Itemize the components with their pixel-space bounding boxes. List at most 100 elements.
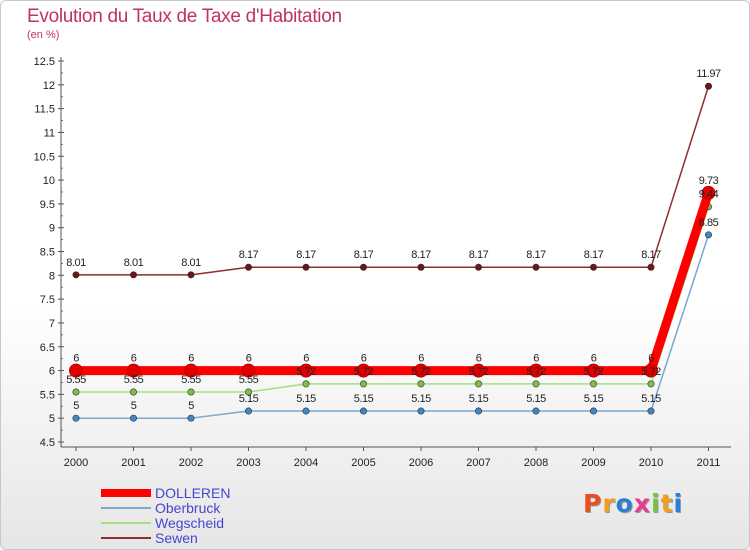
y-tick-label: 12.5 xyxy=(34,56,55,68)
data-label-wegscheid: 5.55 xyxy=(124,374,144,386)
data-label-sewen: 8.01 xyxy=(181,257,201,269)
data-label-wegscheid: 5.55 xyxy=(66,374,86,386)
y-tick-label: 11.5 xyxy=(34,104,55,116)
legend-item-oberbruck: Oberbruck xyxy=(101,500,230,515)
y-tick-label: 8 xyxy=(49,270,55,282)
data-point-wegscheid xyxy=(302,380,310,388)
data-point-dolleren xyxy=(299,363,313,378)
data-label-wegscheid: 5.72 xyxy=(411,366,431,378)
legend-label: DOLLEREN xyxy=(155,484,231,501)
data-point-dolleren xyxy=(241,363,256,378)
data-point-sewen xyxy=(130,271,138,279)
data-point-oberbruck xyxy=(589,407,597,415)
y-tick-label: 9.5 xyxy=(40,199,55,211)
legend: DOLLEREN Oberbruck Wegscheid Sewen xyxy=(101,485,230,545)
legend-label: Oberbruck xyxy=(155,499,221,516)
series-line-dolleren xyxy=(71,188,713,376)
data-point-wegscheid xyxy=(589,380,597,388)
data-label-oberbruck: 5.15 xyxy=(469,393,489,405)
data-point-wegscheid xyxy=(245,388,253,396)
x-tick-label: 2000 xyxy=(64,457,88,469)
y-tick-label: 4.5 xyxy=(40,437,55,449)
data-label-sewen: 8.17 xyxy=(584,249,604,261)
data-point-oberbruck xyxy=(532,407,540,415)
y-tick-label: 8.5 xyxy=(40,247,55,259)
data-point-dolleren xyxy=(414,363,428,378)
data-point-wegscheid xyxy=(417,380,425,388)
y-tick-label: 12 xyxy=(43,80,55,92)
legend-label: Wegscheid xyxy=(155,514,225,531)
data-point-oberbruck xyxy=(417,407,425,415)
data-point-sewen xyxy=(647,263,655,271)
legend-item-wegscheid: Wegscheid xyxy=(101,515,230,530)
x-tick-label: 2009 xyxy=(581,457,605,469)
data-label-sewen: 8.17 xyxy=(526,249,546,261)
legend-swatch xyxy=(101,536,151,539)
data-label-sewen: 11.97 xyxy=(696,68,721,80)
data-point-oberbruck xyxy=(647,407,655,415)
data-point-oberbruck xyxy=(359,407,367,415)
data-point-oberbruck xyxy=(187,414,195,422)
data-point-dolleren xyxy=(644,363,658,378)
data-point-wegscheid xyxy=(532,380,540,388)
data-point-oberbruck xyxy=(72,414,80,422)
data-label-dolleren: 6 xyxy=(418,353,424,365)
data-label-dolleren: 6 xyxy=(303,353,309,365)
chart-unit: (en %) xyxy=(27,29,60,41)
data-point-dolleren xyxy=(126,363,141,378)
chart-title: Evolution du Taux de Taxe d'Habitation xyxy=(27,6,342,27)
data-point-sewen xyxy=(302,263,310,271)
data-label-dolleren: 6 xyxy=(73,353,79,365)
data-label-wegscheid: 5.55 xyxy=(239,374,259,386)
data-point-dolleren xyxy=(69,363,83,378)
y-tick-label: 11 xyxy=(44,127,55,139)
data-point-wegscheid xyxy=(72,388,80,396)
y-tick-label: 9 xyxy=(49,223,55,235)
data-label-oberbruck: 5.15 xyxy=(641,393,661,405)
data-label-wegscheid: 5.72 xyxy=(641,366,661,378)
series-line-wegscheid xyxy=(75,205,710,393)
data-point-wegscheid xyxy=(474,380,482,388)
y-tick-label: 6 xyxy=(49,366,55,378)
x-tick-label: 2005 xyxy=(351,457,375,469)
data-label-oberbruck: 5.15 xyxy=(411,393,431,405)
data-label-dolleren: 6 xyxy=(361,353,367,365)
data-point-sewen xyxy=(474,263,482,271)
data-label-oberbruck: 5 xyxy=(73,400,79,412)
data-point-sewen xyxy=(417,263,425,271)
data-point-oberbruck xyxy=(474,407,482,415)
legend-label: Sewen xyxy=(155,529,198,546)
data-label-wegscheid: 5.55 xyxy=(181,374,201,386)
data-point-oberbruck xyxy=(302,407,310,415)
x-tick-label: 2007 xyxy=(466,457,490,469)
x-tick-label: 2010 xyxy=(639,457,663,469)
data-label-sewen: 8.17 xyxy=(354,249,374,261)
data-label-oberbruck: 5.15 xyxy=(239,393,259,405)
data-label-oberbruck: 5.15 xyxy=(584,393,604,405)
y-tick-label: 10 xyxy=(43,175,55,187)
data-point-oberbruck xyxy=(245,407,253,415)
data-label-dolleren: 6 xyxy=(188,353,194,365)
data-point-sewen xyxy=(704,82,712,90)
data-label-oberbruck: 5.15 xyxy=(354,393,374,405)
data-point-wegscheid xyxy=(187,388,195,396)
data-point-dolleren xyxy=(356,363,371,378)
data-point-sewen xyxy=(187,271,195,279)
data-point-sewen xyxy=(532,263,540,271)
legend-swatch xyxy=(101,488,151,497)
data-label-wegscheid: 5.72 xyxy=(296,366,316,378)
data-label-sewen: 8.17 xyxy=(469,249,489,261)
data-point-wegscheid xyxy=(647,380,655,388)
data-label-dolleren: 6 xyxy=(648,353,654,365)
y-tick-label: 6.5 xyxy=(40,342,55,354)
legend-item-dolleren: DOLLEREN xyxy=(101,485,230,500)
x-tick-label: 2002 xyxy=(179,457,203,469)
x-tick-label: 2003 xyxy=(236,457,260,469)
x-tick-label: 2004 xyxy=(294,457,318,469)
data-label-sewen: 8.17 xyxy=(239,249,259,261)
data-label-sewen: 8.17 xyxy=(296,249,316,261)
x-tick-label: 2011 xyxy=(697,457,721,469)
x-tick-label: 2001 xyxy=(121,457,145,469)
data-label-sewen: 8.01 xyxy=(66,257,86,269)
